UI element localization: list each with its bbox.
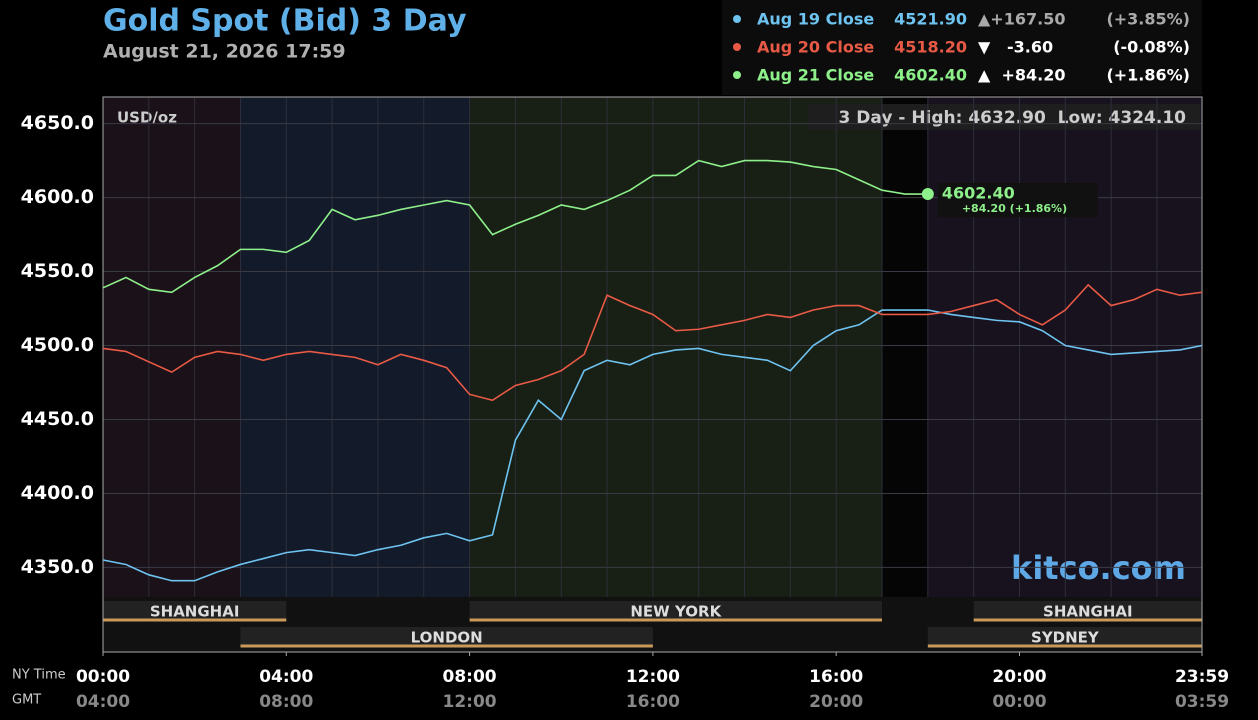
session-bar — [973, 601, 1202, 619]
session-bar — [103, 601, 287, 619]
x2-tick-label: 16:00 — [626, 692, 680, 712]
session-band — [240, 97, 470, 652]
last-value-label: 4602.40 — [942, 184, 1015, 203]
y-tick-label: 4350.0 — [21, 556, 94, 578]
last-change-label: +84.20 (+1.86%) — [962, 202, 1067, 215]
x-tick-label: 04:00 — [259, 667, 313, 687]
watermark: kitco.com — [1011, 549, 1186, 587]
session-bar — [240, 627, 653, 645]
x2-tick-label: 08:00 — [259, 692, 313, 712]
y-tick-label: 4500.0 — [21, 334, 94, 356]
y-tick-label: 4650.0 — [21, 112, 94, 134]
session-band — [103, 97, 241, 652]
legend-name: Aug 19 Close — [757, 10, 874, 29]
legend-dot — [733, 15, 741, 23]
x2-tick-label: 04:00 — [76, 692, 130, 712]
range-note: 3 Day - High: 4632.90 Low: 4324.10 — [839, 108, 1187, 128]
legend-name: Aug 21 Close — [757, 66, 874, 85]
series-line — [102, 159, 928, 294]
x2-axis-label: GMT — [12, 693, 41, 708]
x2-tick-label: 00:00 — [992, 692, 1046, 712]
session-bar — [469, 601, 883, 619]
y-tick-label: 4600.0 — [21, 186, 94, 208]
x2-tick-label: 12:00 — [443, 692, 497, 712]
legend-close: 4518.20 — [894, 38, 967, 57]
last-point — [921, 188, 934, 201]
series-line — [102, 283, 1203, 402]
x-axis-label: NY Time — [12, 668, 66, 683]
session-label: SHANGHAI — [150, 603, 240, 621]
session-band — [469, 97, 883, 652]
legend-pct: (-0.08%) — [1113, 38, 1190, 57]
series-line — [102, 309, 1203, 582]
legend-dot — [733, 43, 741, 51]
subtitle: August 21, 2026 17:59 — [103, 41, 346, 63]
legend-pct: (+3.85%) — [1106, 10, 1190, 29]
y-tick-label: 4450.0 — [21, 408, 94, 430]
y-tick-label: 4550.0 — [21, 260, 94, 282]
session-label: NEW YORK — [630, 603, 722, 621]
legend-close: 4521.90 — [894, 10, 967, 29]
legend-change: ▲+167.50 — [978, 10, 1065, 29]
session-label: SHANGHAI — [1043, 603, 1133, 621]
legend-box — [722, 0, 1202, 95]
session-bar — [927, 627, 1202, 645]
unit-label: USD/oz — [117, 109, 177, 127]
x-tick-label: 16:00 — [809, 667, 863, 687]
legend-close: 4602.40 — [894, 66, 967, 85]
legend-name: Aug 20 Close — [757, 38, 874, 57]
session-band — [882, 97, 928, 652]
legend-change: ▲ +84.20 — [978, 66, 1065, 85]
legend-pct: (+1.86%) — [1106, 66, 1190, 85]
range-box — [808, 104, 1200, 130]
x2-tick-label: 03:59 — [1175, 692, 1229, 712]
chart-title: Gold Spot (Bid) 3 Day — [103, 4, 467, 39]
legend-change: ▼ -3.60 — [978, 38, 1053, 57]
x-tick-label: 12:00 — [626, 667, 680, 687]
x-tick-label: 20:00 — [992, 667, 1046, 687]
session-label: SYDNEY — [1031, 629, 1100, 647]
session-label: LONDON — [411, 629, 483, 647]
x-tick-label: 23:59 — [1175, 667, 1229, 687]
x-tick-label: 00:00 — [76, 667, 130, 687]
last-label-box — [937, 183, 1098, 218]
y-tick-label: 4400.0 — [21, 482, 94, 504]
x2-tick-label: 20:00 — [809, 692, 863, 712]
x-tick-label: 08:00 — [443, 667, 497, 687]
legend-dot — [733, 71, 741, 79]
